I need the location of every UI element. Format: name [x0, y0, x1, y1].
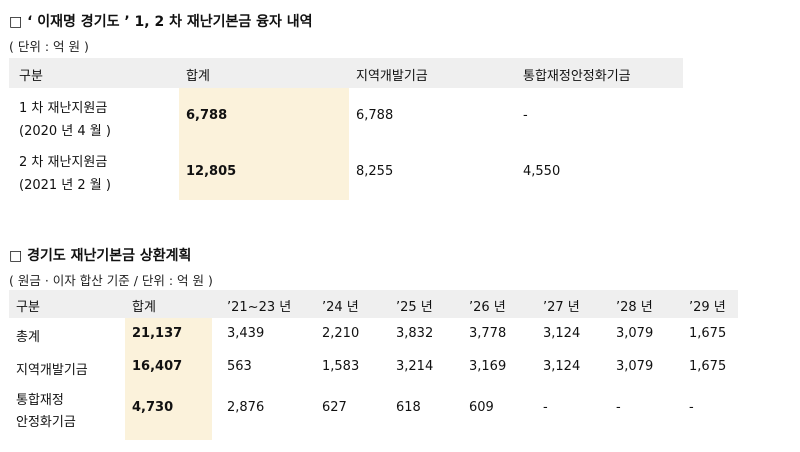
row-label: 1 차 재난지원금 [19, 101, 108, 116]
row-value-29: 1,675 [689, 326, 727, 341]
row-total: 4,730 [132, 400, 174, 415]
section2-header-total: 합계 [132, 300, 156, 315]
row-value-26: 3,778 [469, 326, 507, 341]
row-sublabel: (2020 년 4 월 ) [19, 124, 111, 139]
row-total: 16,407 [132, 359, 183, 374]
row-label: 2 차 재난지원금 [19, 155, 108, 170]
row-value-27: 3,124 [543, 326, 581, 341]
row-value-29: 1,675 [689, 359, 727, 374]
section2-header-2123: ’21~23 년 [227, 300, 292, 315]
section2-total-column-bg [125, 318, 212, 440]
row-value-2123: 3,439 [227, 326, 265, 341]
row-value-25: 3,832 [396, 326, 434, 341]
row-label: 지역개발기금 [16, 363, 88, 378]
row-value-2123: 563 [227, 359, 252, 374]
section1-header-total: 합계 [186, 69, 210, 84]
row-label: 총계 [16, 330, 40, 345]
section2-header-28: ’28 년 [616, 300, 653, 315]
row-value-24: 2,210 [322, 326, 360, 341]
row-integrated: 4,550 [523, 164, 561, 179]
row-total: 21,137 [132, 326, 183, 341]
row-value-29: - [689, 400, 694, 415]
section2-header-29: ’29 년 [689, 300, 726, 315]
row-total: 12,805 [186, 164, 237, 179]
section2-header-26: ’26 년 [469, 300, 506, 315]
row-value-28: 3,079 [616, 359, 654, 374]
row-sublabel: (2021 년 2 월 ) [19, 178, 111, 193]
section1-total-column-bg [179, 88, 349, 200]
row-value-26: 3,169 [469, 359, 507, 374]
section1-unit: ( 단위 : 억 원 ) [9, 39, 89, 54]
row-regional: 6,788 [356, 108, 394, 123]
row-sublabel: 안정화기금 [16, 415, 76, 430]
section1-header-regional: 지역개발기금 [356, 69, 428, 84]
section2-header-bg [9, 290, 738, 318]
section2-header-category: 구분 [16, 300, 40, 315]
row-value-24: 627 [322, 400, 347, 415]
row-value-25: 618 [396, 400, 421, 415]
section1-header-category: 구분 [19, 69, 43, 84]
section1-header-integrated: 통합재정안정화기금 [523, 69, 631, 84]
section1-header-bg [9, 58, 683, 88]
row-label: 통합재정 [16, 393, 64, 408]
row-value-27: - [543, 400, 548, 415]
row-total: 6,788 [186, 108, 228, 123]
section2-header-25: ’25 년 [396, 300, 433, 315]
row-value-27: 3,124 [543, 359, 581, 374]
row-value-24: 1,583 [322, 359, 360, 374]
row-value-25: 3,214 [396, 359, 434, 374]
section1-title: □ ‘ 이재명 경기도 ’ 1, 2 차 재난기본금 융자 내역 [9, 14, 313, 30]
row-integrated: - [523, 108, 528, 123]
section2-title: □ 경기도 재난기본금 상환계획 [9, 248, 192, 264]
row-value-26: 609 [469, 400, 494, 415]
section2-header-27: ’27 년 [543, 300, 580, 315]
section2-unit: ( 원금 · 이자 합산 기준 / 단위 : 억 원 ) [9, 273, 213, 288]
section2-header-24: ’24 년 [322, 300, 359, 315]
row-value-2123: 2,876 [227, 400, 265, 415]
row-value-28: - [616, 400, 621, 415]
row-value-28: 3,079 [616, 326, 654, 341]
row-regional: 8,255 [356, 164, 394, 179]
